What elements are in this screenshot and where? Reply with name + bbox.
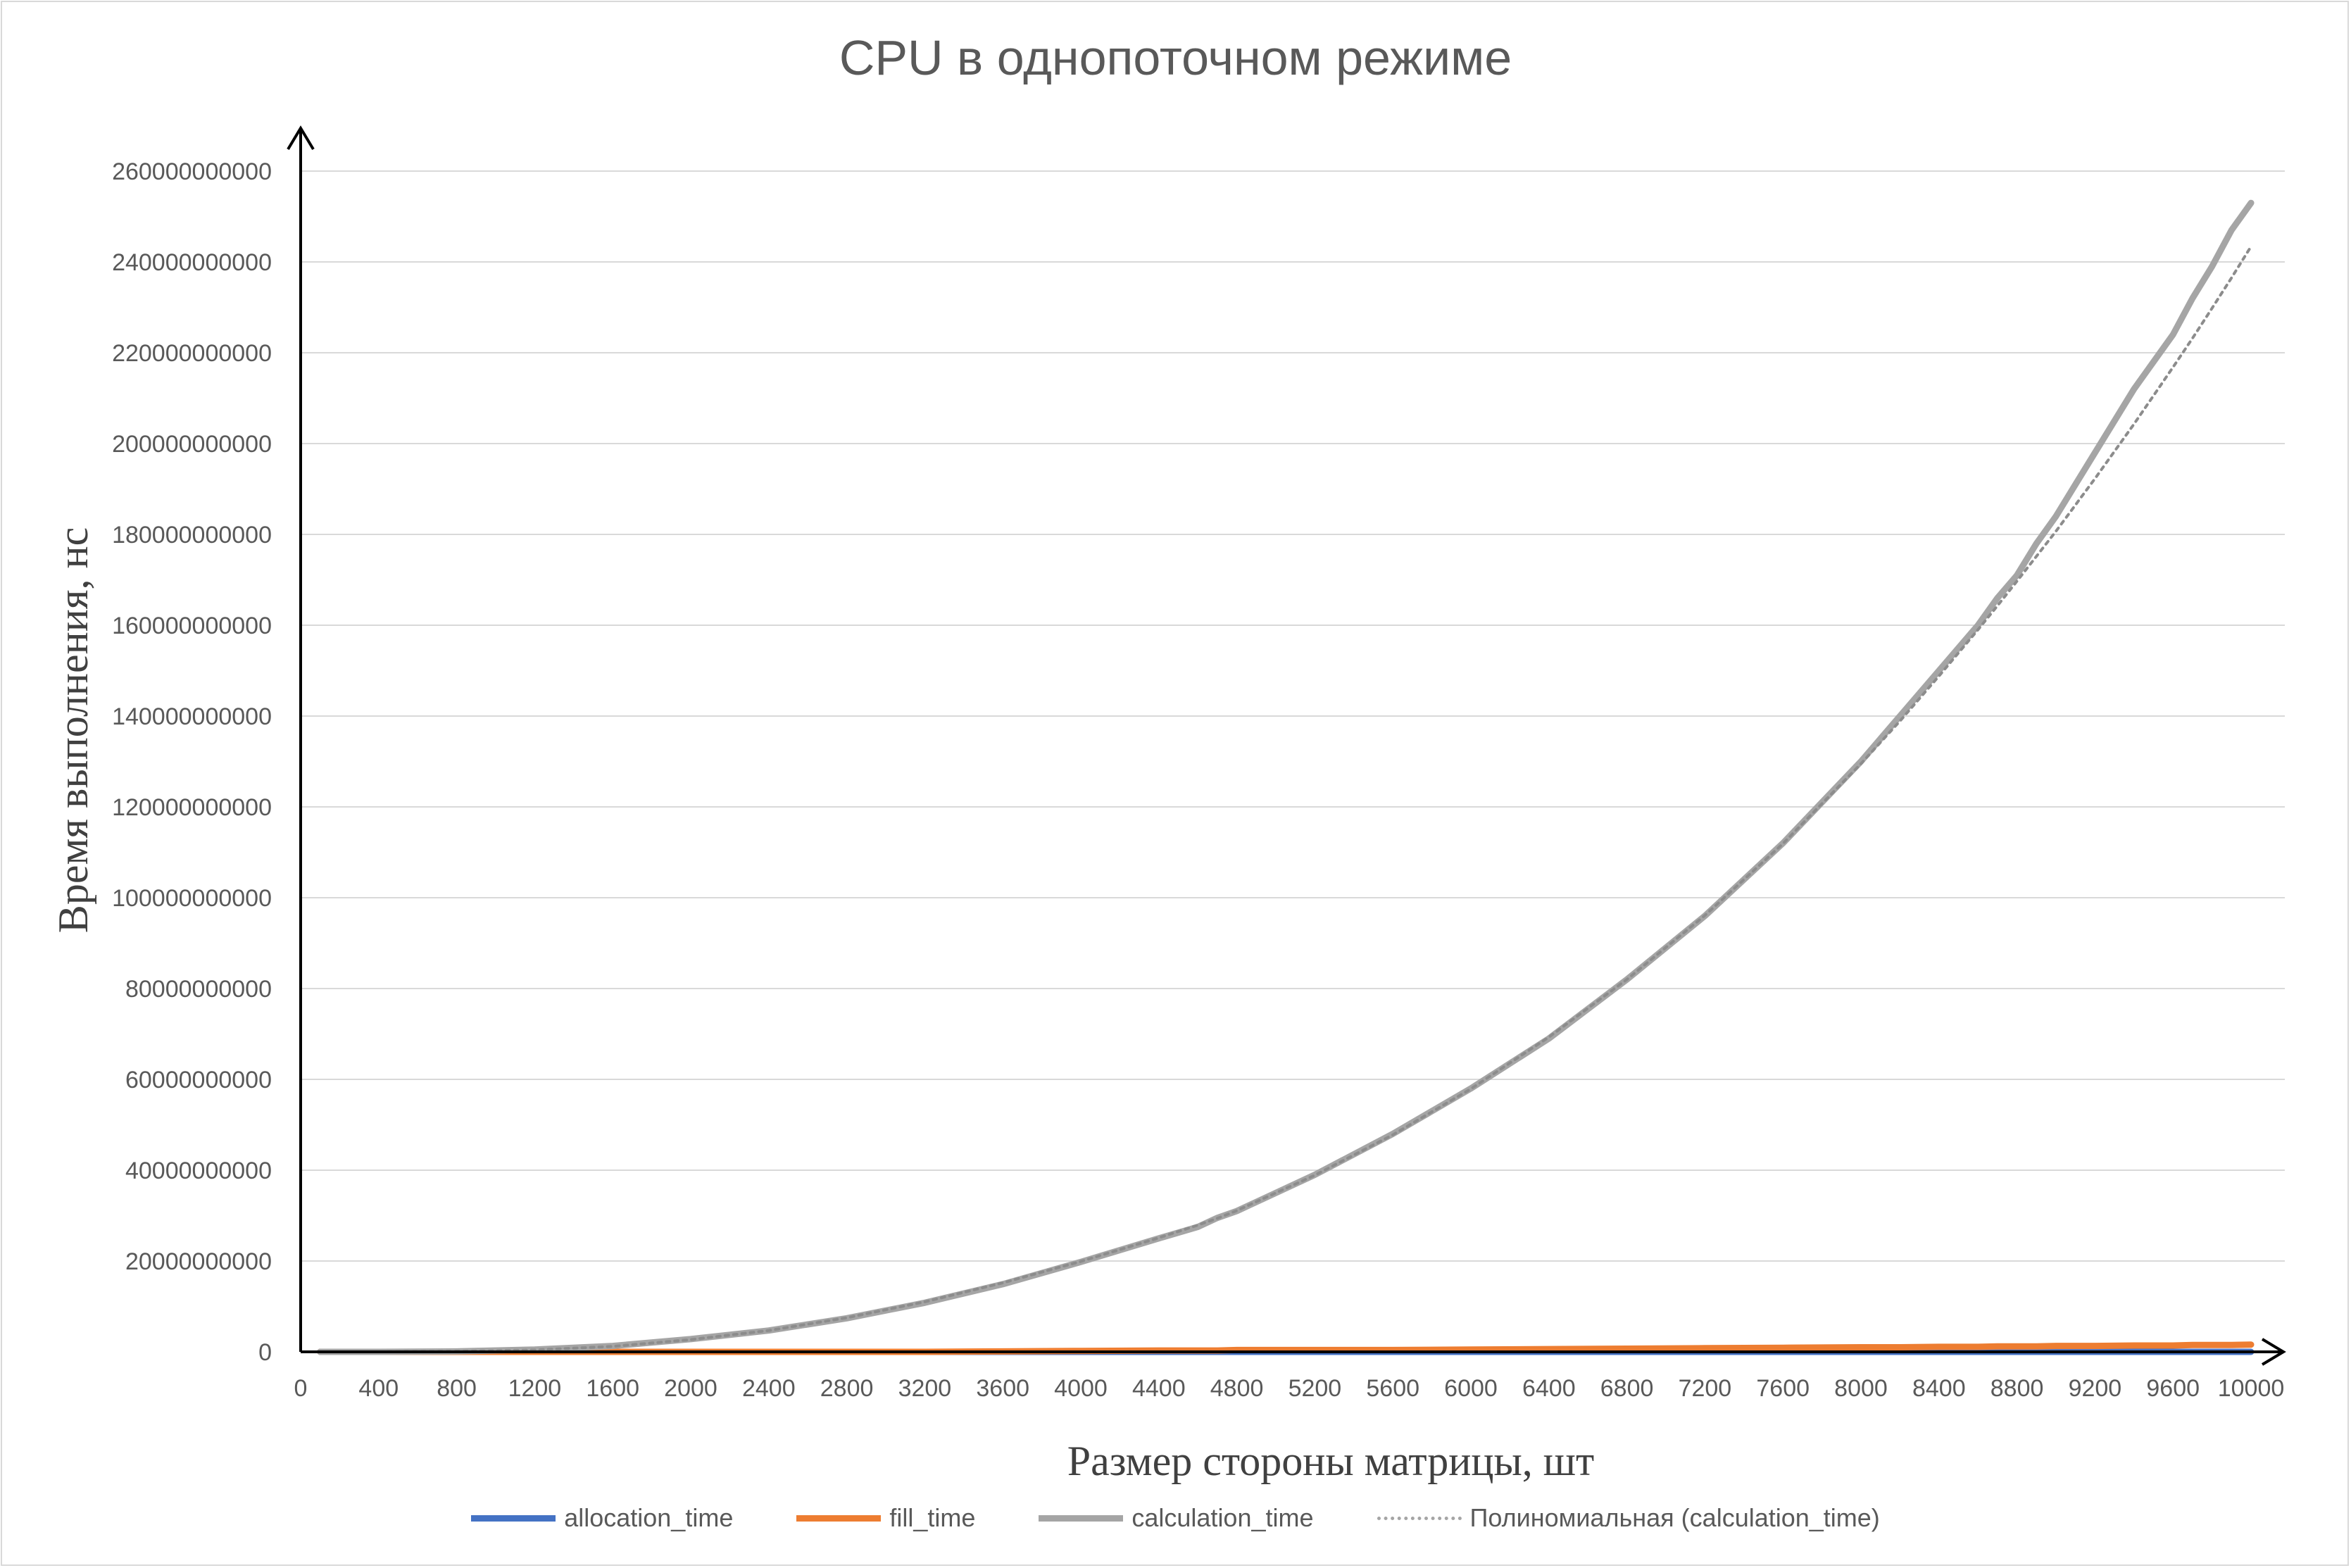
x-tick-labels: 0 400 800 1200 1600 2000 2400 2800 3200 3600 4000 4… bbox=[294, 1375, 2285, 1402]
x-tick-label: 8400 bbox=[1912, 1375, 1966, 1402]
y-axis-arrow bbox=[287, 125, 315, 151]
x-tick-label: 4400 bbox=[1132, 1375, 1186, 1402]
x-tick-label: 5200 bbox=[1289, 1375, 1342, 1402]
y-tick-labels: 0 20000000000 40000000000 60000000000 800000… bbox=[112, 158, 272, 1366]
x-tick-label: 4800 bbox=[1210, 1375, 1264, 1402]
legend-label-calculation-time: calculation_time bbox=[1131, 1503, 1314, 1532]
y-tick-label: 20000000000 bbox=[125, 1248, 272, 1275]
y-tick-label: 160000000000 bbox=[112, 613, 272, 639]
x-tick-label: 3600 bbox=[976, 1375, 1029, 1402]
x-tick-label: 6000 bbox=[1444, 1375, 1498, 1402]
x-tick-label: 5600 bbox=[1366, 1375, 1419, 1402]
x-tick-label: 0 bbox=[294, 1375, 308, 1402]
series-lines bbox=[317, 199, 2255, 1355]
legend-swatch-polynomial-trend bbox=[1377, 1516, 1462, 1520]
legend-swatch-allocation-time bbox=[471, 1514, 556, 1522]
y-tick-label: 80000000000 bbox=[125, 976, 272, 1003]
legend: allocation_time fill_time calculation_ti… bbox=[0, 1503, 2351, 1533]
series-line-calculation_time bbox=[317, 199, 2255, 1355]
x-axis-title: Размер стороны матрицы, шт bbox=[1067, 1438, 1594, 1484]
y-tick-label: 60000000000 bbox=[125, 1067, 272, 1093]
y-tick-label: 180000000000 bbox=[112, 522, 272, 548]
x-tick-label: 9600 bbox=[2146, 1375, 2200, 1402]
legend-item-allocation-time[interactable]: allocation_time bbox=[471, 1503, 733, 1533]
y-tick-label: 40000000000 bbox=[125, 1158, 272, 1184]
legend-item-calculation-time[interactable]: calculation_time bbox=[1039, 1503, 1314, 1533]
x-tick-label: 6800 bbox=[1600, 1375, 1654, 1402]
gridlines bbox=[301, 170, 2285, 1262]
series-line-calculation_time bbox=[318, 245, 2252, 1353]
y-tick-label: 260000000000 bbox=[112, 158, 272, 185]
legend-label-fill-time: fill_time bbox=[889, 1503, 976, 1532]
x-tick-label: 4000 bbox=[1054, 1375, 1108, 1402]
legend-item-polynomial-trend[interactable]: Полиномиальная (calculation_time) bbox=[1377, 1503, 1880, 1533]
x-axis-arrow bbox=[2261, 1338, 2286, 1366]
x-tick-label: 1600 bbox=[586, 1375, 639, 1402]
y-tick-label: 140000000000 bbox=[112, 703, 272, 730]
x-tick-label: 10000 bbox=[2218, 1375, 2285, 1402]
y-axis-title: Время выполнения, нс bbox=[50, 527, 96, 933]
y-tick-label: 100000000000 bbox=[112, 885, 272, 912]
x-tick-label: 2000 bbox=[664, 1375, 717, 1402]
legend-label-polynomial-trend: Полиномиальная (calculation_time) bbox=[1469, 1503, 1880, 1532]
legend-swatch-fill-time bbox=[796, 1514, 882, 1522]
x-tick-label: 6400 bbox=[1522, 1375, 1576, 1402]
y-tick-label: 240000000000 bbox=[112, 249, 272, 276]
x-tick-label: 3200 bbox=[898, 1375, 952, 1402]
x-tick-label: 400 bbox=[358, 1375, 399, 1402]
x-tick-label: 7600 bbox=[1756, 1375, 1810, 1402]
y-tick-label: 200000000000 bbox=[112, 431, 272, 458]
y-tick-label: 0 bbox=[258, 1339, 272, 1366]
x-tick-label: 2800 bbox=[820, 1375, 874, 1402]
x-tick-label: 1200 bbox=[508, 1375, 562, 1402]
y-tick-label: 220000000000 bbox=[112, 340, 272, 367]
legend-label-allocation-time: allocation_time bbox=[564, 1503, 734, 1532]
legend-item-fill-time[interactable]: fill_time bbox=[796, 1503, 975, 1533]
x-tick-label: 9200 bbox=[2069, 1375, 2122, 1402]
x-tick-label: 8000 bbox=[1834, 1375, 1888, 1402]
legend-swatch-calculation-time bbox=[1039, 1514, 1124, 1522]
x-tick-label: 7200 bbox=[1679, 1375, 1732, 1402]
chart-title: CPU в однопоточном режиме bbox=[839, 30, 1512, 85]
x-tick-label: 2400 bbox=[742, 1375, 796, 1402]
x-tick-label: 800 bbox=[437, 1375, 477, 1402]
axes bbox=[287, 125, 2286, 1366]
x-tick-label: 8800 bbox=[1990, 1375, 2044, 1402]
y-tick-label: 120000000000 bbox=[112, 794, 272, 821]
